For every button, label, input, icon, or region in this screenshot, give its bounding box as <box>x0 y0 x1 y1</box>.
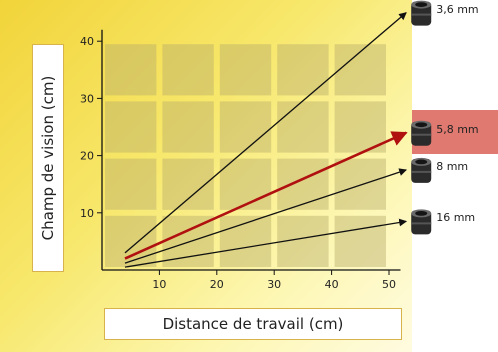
grid-cell <box>334 44 386 96</box>
lens-icons <box>411 0 432 235</box>
grid-cell <box>219 158 272 210</box>
x-tick-label: 10 <box>152 278 166 291</box>
series-line <box>124 12 407 254</box>
grid-cell <box>277 101 329 153</box>
grid-cell <box>162 215 214 267</box>
camera-lens-icon <box>411 209 432 235</box>
y-tick-label: 30 <box>80 92 94 105</box>
grid-cell <box>219 101 272 153</box>
grid-cell <box>219 215 272 267</box>
axes: 10 20 30 40 50 10 20 30 40 <box>80 29 401 291</box>
x-tick-label: 20 <box>210 278 224 291</box>
grid-cell <box>219 44 272 96</box>
y-axis-title-box: Champ de vision (cm) <box>32 44 64 272</box>
lens-label: 8 mm <box>436 159 469 173</box>
grid-cell <box>162 101 214 153</box>
grid-cell <box>105 215 157 267</box>
lens-label: 5,8 mm <box>436 122 479 136</box>
lens-label: 3,6 mm <box>436 2 479 16</box>
series-line <box>124 168 407 264</box>
x-tick-label: 50 <box>382 278 396 291</box>
series-line <box>124 131 408 260</box>
grid-cell <box>105 158 157 210</box>
series-lines <box>124 12 408 268</box>
grid-cell <box>162 44 214 96</box>
grid <box>105 44 386 267</box>
grid-cell <box>105 101 157 153</box>
camera-lens-icon <box>411 120 432 146</box>
grid-cell <box>334 215 386 267</box>
y-tick-label: 40 <box>80 35 94 48</box>
y-tick-label: 20 <box>80 150 94 163</box>
grid-cell <box>277 44 329 96</box>
grid-cell <box>334 158 386 210</box>
x-tick-label: 40 <box>325 278 339 291</box>
x-axis-title: Distance de travail (cm) <box>104 308 402 340</box>
grid-cell <box>334 101 386 153</box>
series-line <box>124 218 407 268</box>
grid-cell <box>277 158 329 210</box>
y-tick-label: 10 <box>80 207 94 220</box>
grid-cell <box>105 44 157 96</box>
chart-panel <box>0 0 412 352</box>
camera-lens-icon <box>411 0 432 26</box>
camera-lens-icon <box>411 157 432 183</box>
lens-label: 16 mm <box>436 211 476 225</box>
y-axis-title: Champ de vision (cm) <box>39 75 57 241</box>
x-tick-label: 30 <box>267 278 281 291</box>
